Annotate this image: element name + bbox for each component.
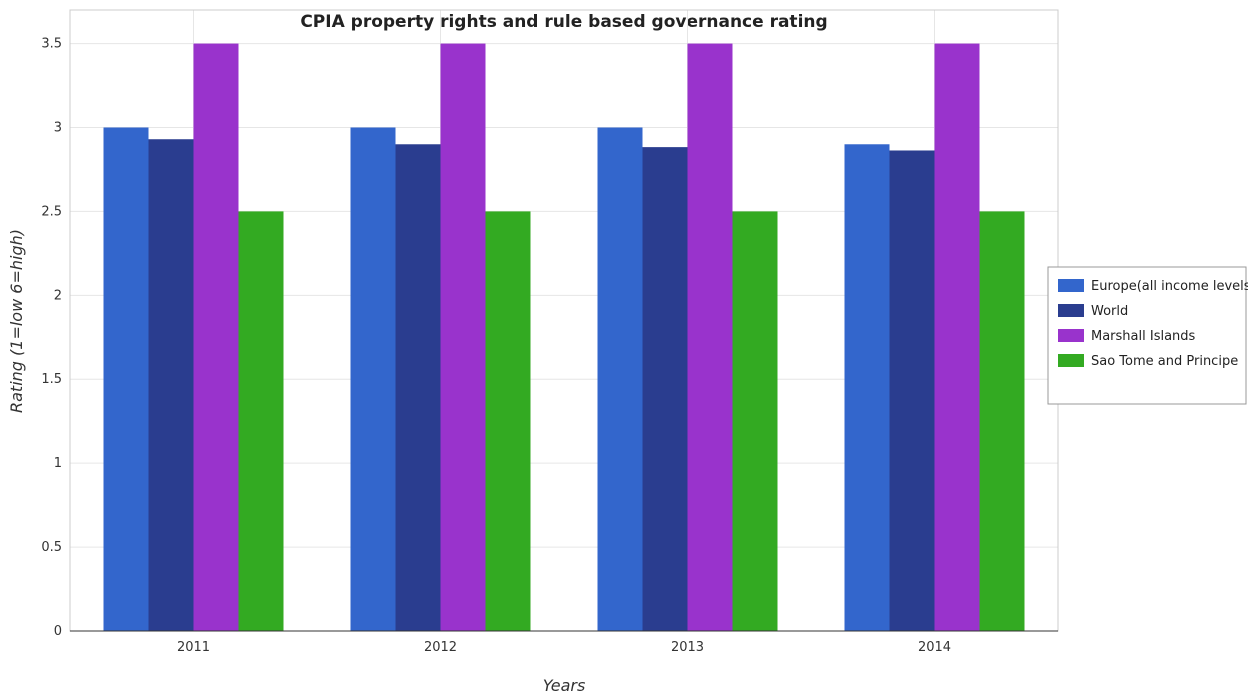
bar-marshall-islands-2014: [934, 43, 980, 631]
legend-label: Marshall Islands: [1091, 329, 1196, 344]
bar-sao-tome-and-principe-2011: [238, 211, 284, 632]
bars: [103, 43, 1025, 632]
legend-label: World: [1091, 304, 1128, 319]
bar-world-2011: [148, 139, 194, 631]
chart-title: CPIA property rights and rule based gove…: [300, 12, 827, 32]
bar-europe-all-income-levels--2011: [103, 127, 149, 632]
legend-swatch: [1058, 279, 1084, 292]
y-tick-label: 0.5: [41, 540, 62, 555]
bar-marshall-islands-2013: [687, 43, 733, 631]
legend: Europe(all income levels) World Marshall I…: [1047, 266, 1248, 405]
y-tick-label: 0: [54, 624, 62, 639]
y-tick-label: 1: [54, 456, 62, 471]
legend-label: Europe(all income levels): [1091, 279, 1248, 294]
y-tick-labels: 0 0.5 1 1.5 2 2.5 3 3.5: [41, 37, 62, 639]
legend-label: Sao Tome and Principe: [1091, 354, 1238, 369]
x-axis-title: Years: [543, 676, 586, 695]
x-tick-label: 2011: [177, 640, 210, 655]
x-tick-label: 2012: [424, 640, 457, 655]
x-tick-labels: 2011 2012 2013 2014: [177, 640, 951, 655]
bar-world-2012: [395, 144, 441, 631]
y-tick-label: 3.5: [41, 37, 62, 52]
legend-swatch: [1058, 304, 1084, 317]
y-tick-label: 1.5: [41, 372, 62, 387]
x-tick-label: 2014: [918, 640, 951, 655]
bar-europe-all-income-levels--2012: [350, 127, 396, 632]
y-tick-label: 3: [54, 120, 62, 135]
bar-marshall-islands-2012: [440, 43, 486, 631]
bar-sao-tome-and-principe-2014: [979, 211, 1025, 632]
bar-europe-all-income-levels--2014: [844, 144, 890, 631]
bar-sao-tome-and-principe-2013: [732, 211, 778, 632]
legend-swatch: [1058, 329, 1084, 342]
x-tick-label: 2013: [671, 640, 704, 655]
bar-sao-tome-and-principe-2012: [485, 211, 531, 632]
legend-swatch: [1058, 354, 1084, 367]
bar-world-2014: [889, 150, 935, 631]
bar-europe-all-income-levels--2013: [597, 127, 643, 632]
y-axis-title: Rating (1=low 6=high): [7, 229, 26, 413]
y-tick-label: 2: [54, 288, 62, 303]
y-tick-label: 2.5: [41, 204, 62, 219]
bar-world-2013: [642, 147, 688, 631]
bar-marshall-islands-2011: [193, 43, 239, 631]
